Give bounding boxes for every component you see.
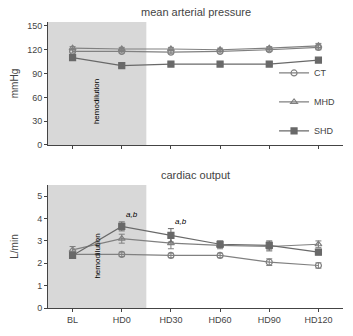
svg-text:30: 30 xyxy=(32,116,42,126)
svg-text:a,b: a,b xyxy=(175,217,187,226)
svg-text:BL: BL xyxy=(67,315,78,325)
svg-text:SHD: SHD xyxy=(314,126,334,136)
svg-text:cardiac output: cardiac output xyxy=(161,169,230,181)
svg-text:0: 0 xyxy=(37,140,42,150)
svg-text:hemodilution: hemodilution xyxy=(92,79,101,124)
svg-text:3: 3 xyxy=(37,236,42,246)
svg-text:mmHg: mmHg xyxy=(9,69,20,98)
svg-text:HD0: HD0 xyxy=(113,315,131,325)
svg-text:a,b: a,b xyxy=(126,210,138,219)
svg-text:CT: CT xyxy=(314,68,326,78)
svg-text:HD30: HD30 xyxy=(159,315,182,325)
svg-text:120: 120 xyxy=(27,45,42,55)
svg-text:hemodilution: hemodilution xyxy=(93,233,102,278)
svg-text:60: 60 xyxy=(32,93,42,103)
svg-text:150: 150 xyxy=(27,21,42,31)
svg-text:HD90: HD90 xyxy=(258,315,281,325)
svg-text:HD60: HD60 xyxy=(209,315,232,325)
svg-text:5: 5 xyxy=(37,191,42,201)
svg-text:4: 4 xyxy=(37,214,42,224)
svg-text:1: 1 xyxy=(37,281,42,291)
svg-text:HD120: HD120 xyxy=(304,315,332,325)
svg-text:mean arterial pressure: mean arterial pressure xyxy=(141,6,251,18)
svg-text:0: 0 xyxy=(37,303,42,313)
svg-text:MHD: MHD xyxy=(314,97,335,107)
svg-text:90: 90 xyxy=(32,69,42,79)
svg-text:L/min: L/min xyxy=(9,234,20,258)
svg-text:2: 2 xyxy=(37,258,42,268)
